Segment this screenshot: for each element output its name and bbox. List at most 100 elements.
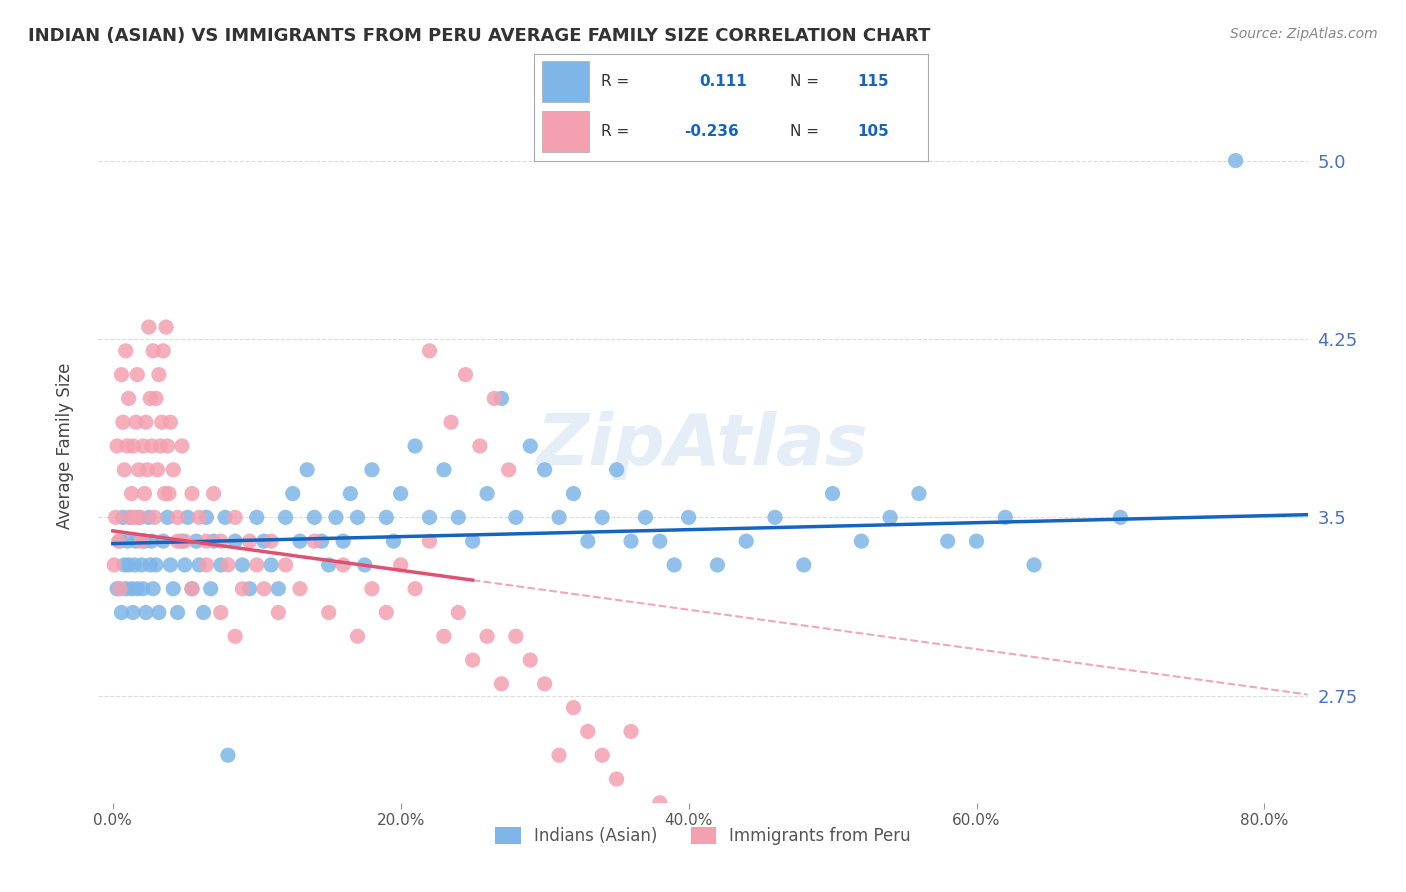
Point [706, 867, 728, 881]
Point [361, 463, 384, 477]
Point [214, 510, 236, 524]
Point [620, 724, 643, 739]
Point [135, 606, 157, 620]
Point [156, 439, 179, 453]
Point [170, 439, 193, 453]
Point [253, 582, 276, 596]
Point [142, 582, 165, 596]
Point [181, 486, 204, 500]
Point [120, 510, 142, 524]
Point [195, 558, 218, 572]
Point [475, 629, 498, 643]
Point [135, 415, 157, 429]
Point [404, 439, 426, 453]
Point [108, 582, 131, 596]
Point [108, 534, 131, 549]
Point [224, 534, 246, 549]
Point [260, 534, 283, 549]
Point [217, 748, 239, 763]
Point [139, 558, 162, 572]
Point [105, 439, 128, 453]
Point [491, 392, 513, 406]
Point [110, 606, 132, 620]
Point [224, 629, 246, 643]
Point [498, 463, 520, 477]
Point [288, 534, 311, 549]
Point [576, 534, 599, 549]
Point [418, 510, 440, 524]
Point [127, 582, 149, 596]
Point [454, 368, 477, 382]
Point [311, 534, 333, 549]
Point [110, 368, 132, 382]
Point [166, 606, 188, 620]
Point [173, 534, 195, 549]
Text: Source: ZipAtlas.com: Source: ZipAtlas.com [1230, 27, 1378, 41]
Point [274, 510, 297, 524]
Text: R =: R = [602, 74, 630, 89]
Point [131, 558, 153, 572]
Point [118, 558, 141, 572]
Point [143, 510, 166, 524]
Point [994, 510, 1017, 524]
Point [231, 558, 253, 572]
Point [132, 582, 155, 596]
Text: N =: N = [790, 74, 820, 89]
Point [267, 606, 290, 620]
Point [821, 486, 844, 500]
Point [159, 415, 181, 429]
Legend: Indians (Asian), Immigrants from Peru: Indians (Asian), Immigrants from Peru [489, 820, 917, 852]
Point [763, 867, 786, 881]
Point [120, 510, 142, 524]
Point [125, 415, 148, 429]
Point [1038, 867, 1060, 881]
Point [209, 534, 232, 549]
Point [664, 558, 686, 572]
Point [304, 534, 326, 549]
Point [1109, 510, 1132, 524]
Point [118, 392, 141, 406]
Point [1253, 867, 1275, 881]
Point [519, 653, 541, 667]
Point [346, 629, 368, 643]
Point [475, 486, 498, 500]
Point [132, 439, 155, 453]
Point [104, 510, 127, 524]
Point [361, 582, 384, 596]
Text: ZipAtlas: ZipAtlas [537, 411, 869, 481]
Point [346, 510, 368, 524]
Point [145, 392, 167, 406]
Point [121, 486, 143, 500]
Point [124, 510, 146, 524]
Point [231, 582, 253, 596]
Point [353, 558, 375, 572]
Point [505, 510, 527, 524]
Point [103, 558, 125, 572]
Point [936, 534, 959, 549]
Point [533, 677, 555, 691]
Point [634, 510, 657, 524]
Point [176, 510, 198, 524]
Point [260, 558, 283, 572]
Point [440, 415, 463, 429]
Point [170, 534, 193, 549]
Point [246, 510, 269, 524]
Point [181, 582, 204, 596]
Point [141, 534, 163, 549]
Point [146, 463, 169, 477]
Point [851, 534, 873, 549]
Point [124, 558, 146, 572]
Point [648, 796, 671, 810]
Point [606, 463, 628, 477]
Point [217, 558, 239, 572]
Point [145, 558, 167, 572]
Point [209, 558, 232, 572]
Point [150, 415, 173, 429]
Point [389, 486, 412, 500]
Point [1022, 558, 1045, 572]
Point [735, 843, 758, 857]
Point [332, 534, 354, 549]
Point [793, 558, 815, 572]
Point [239, 534, 262, 549]
Point [195, 534, 218, 549]
